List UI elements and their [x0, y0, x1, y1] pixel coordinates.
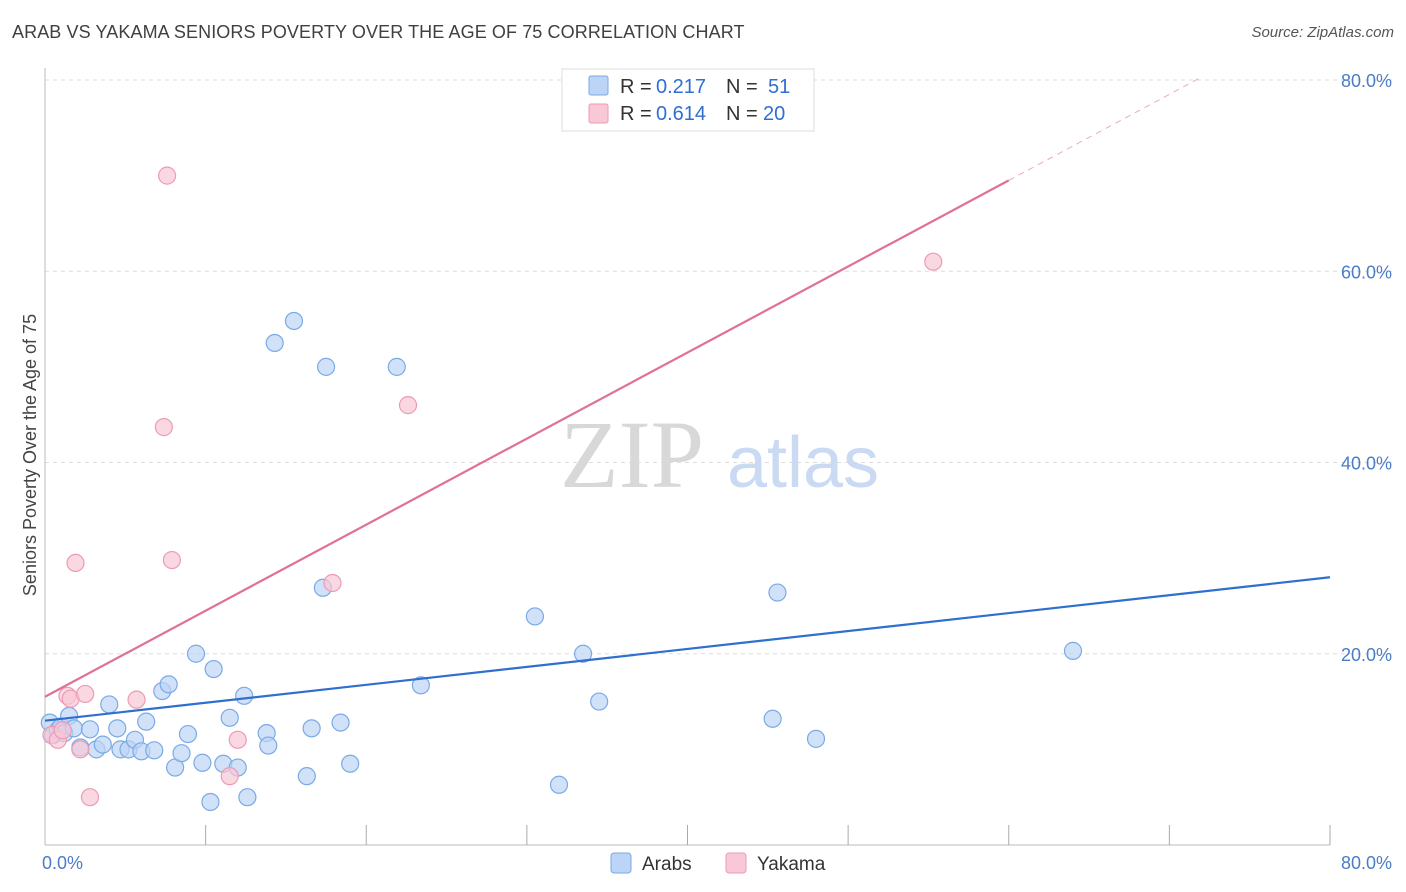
point-arabs — [806, 729, 826, 748]
point-arabs — [411, 676, 430, 695]
point-yakama — [76, 684, 95, 704]
point-arabs — [201, 792, 220, 812]
trend-extension-yakama — [1008, 76, 1202, 181]
legend-n-value-arabs: 51 — [768, 76, 790, 98]
legend-r-label-arabs: R = — [620, 76, 652, 98]
legend-n-value-yakama: 20 — [763, 103, 785, 125]
point-arabs — [387, 357, 406, 376]
point-yakama — [154, 418, 173, 437]
point-arabs — [108, 719, 127, 738]
point-yakama — [80, 788, 100, 807]
point-arabs — [235, 686, 254, 705]
point-arabs — [763, 709, 782, 728]
point-yakama — [323, 573, 342, 593]
bottom-legend-label-yakama: Yakama — [757, 854, 826, 875]
point-yakama — [71, 740, 90, 759]
legend-n-label-arabs: N = — [726, 76, 758, 98]
point-arabs — [573, 644, 593, 663]
point-arabs — [220, 708, 239, 727]
point-arabs — [238, 788, 257, 807]
bottom-legend-label-arabs: Arabs — [642, 854, 692, 875]
y-axis-title: Seniors Poverty Over the Age of 75 — [20, 314, 40, 596]
point-arabs — [341, 754, 360, 773]
grid-layer — [45, 79, 1392, 655]
bottom-legend-swatch-yakama — [725, 852, 747, 874]
point-arabs — [172, 744, 191, 763]
y-tick-label: 20.0% — [1341, 645, 1392, 665]
legend-r-value-arabs: 0.217 — [656, 76, 706, 98]
point-arabs — [259, 736, 278, 755]
top-legend: R = 0.217 N = 51 R = 0.614 N = 20 — [561, 68, 815, 132]
point-arabs — [186, 644, 206, 663]
point-arabs — [178, 724, 198, 744]
point-arabs — [93, 735, 112, 754]
point-arabs — [100, 695, 119, 714]
point-arabs — [297, 767, 316, 786]
point-arabs — [80, 720, 100, 739]
point-arabs — [590, 692, 609, 711]
bottom-legend-swatch-arabs — [610, 852, 632, 874]
point-yakama — [53, 721, 72, 740]
watermark-zip: ZIP — [560, 401, 704, 508]
x-tick-label-min: 0.0% — [42, 853, 83, 873]
trend-line-arabs — [44, 576, 1331, 722]
point-arabs — [316, 357, 336, 376]
axes-layer: 20.0% 40.0% 60.0% 80.0% — [44, 68, 1392, 846]
watermark: ZIP atlas — [560, 401, 879, 508]
legend-r-label-yakama: R = — [620, 103, 652, 125]
point-yakama — [398, 396, 418, 415]
x-tick-label-max: 80.0% — [1341, 853, 1392, 873]
point-yakama — [157, 166, 177, 185]
y-tick-label: 40.0% — [1341, 454, 1392, 474]
legend-r-value-yakama: 0.614 — [656, 103, 706, 125]
bottom-legend: Arabs Yakama — [610, 852, 826, 875]
point-yakama — [162, 550, 181, 570]
point-arabs — [193, 753, 212, 772]
point-arabs — [549, 775, 569, 794]
points-layer — [40, 166, 1083, 812]
point-arabs — [525, 607, 545, 626]
point-arabs — [768, 583, 787, 602]
point-yakama — [127, 690, 146, 709]
point-yakama — [66, 553, 85, 573]
y-tick-label: 60.0% — [1341, 262, 1392, 282]
chart-title: ARAB VS YAKAMA SENIORS POVERTY OVER THE … — [12, 22, 745, 42]
point-arabs — [137, 712, 156, 731]
chart-source: Source: ZipAtlas.com — [1251, 24, 1394, 41]
y-tick-label: 80.0% — [1341, 71, 1392, 91]
point-arabs — [1063, 641, 1083, 660]
trend-line-yakama — [44, 179, 1010, 698]
watermark-atlas: atlas — [727, 423, 879, 503]
point-arabs — [159, 675, 178, 694]
point-arabs — [331, 713, 350, 732]
point-arabs — [265, 333, 284, 353]
legend-n-label-yakama: N = — [726, 103, 758, 125]
legend-swatch-arabs — [588, 75, 609, 96]
point-arabs — [145, 741, 164, 760]
legend-swatch-yakama — [588, 103, 609, 124]
trend-layer — [44, 76, 1331, 722]
point-arabs — [302, 719, 321, 738]
point-arabs — [284, 311, 304, 331]
point-yakama — [228, 730, 247, 749]
point-yakama — [220, 767, 239, 786]
point-arabs — [204, 659, 223, 679]
point-yakama — [924, 252, 943, 271]
